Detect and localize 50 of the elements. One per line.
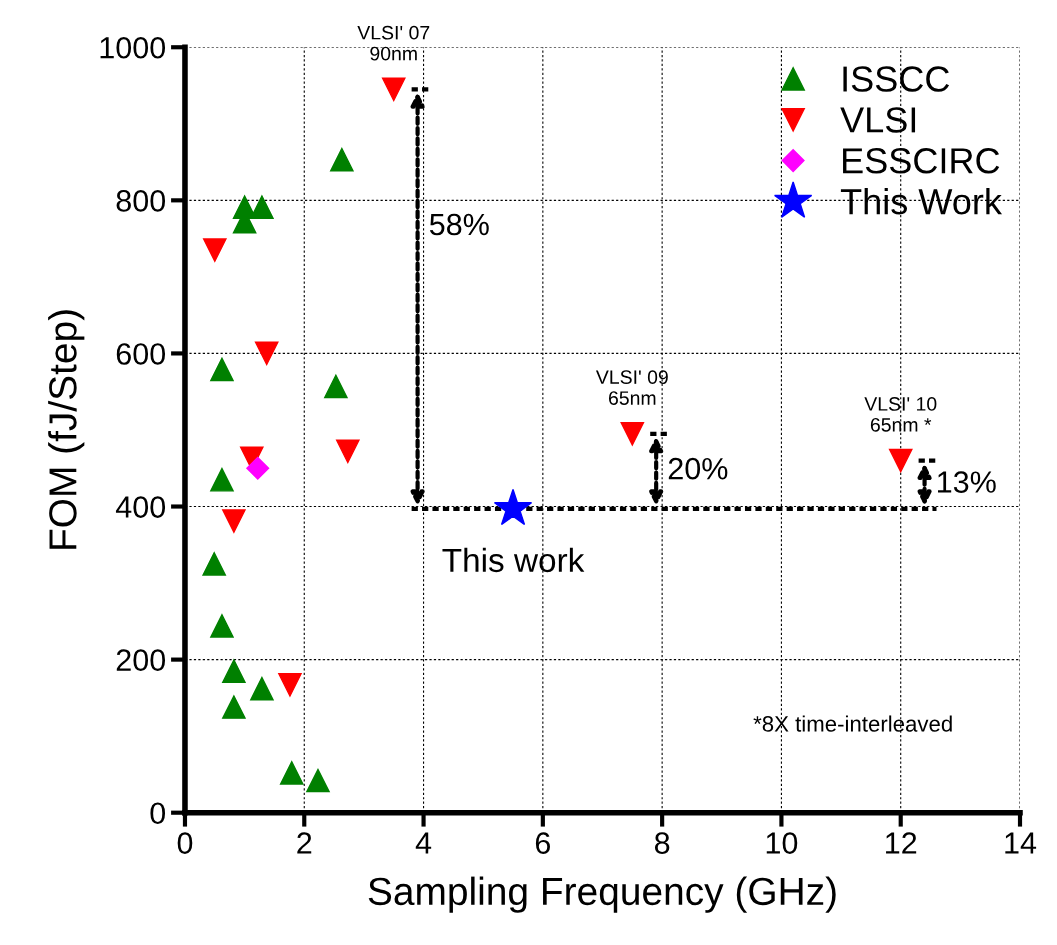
y-axis-title: FOM (fJ/Step) — [48, 310, 85, 549]
point — [202, 552, 227, 576]
legend-label: ISSCC — [843, 66, 950, 92]
point — [306, 768, 330, 793]
point — [335, 439, 360, 464]
point — [250, 195, 274, 220]
point — [202, 238, 227, 262]
point — [210, 357, 234, 382]
annotation: 20% — [668, 457, 728, 480]
y-tick-label: 600 — [116, 343, 166, 365]
x-tick-label: 6 — [535, 832, 550, 854]
point — [324, 374, 348, 399]
legend-label: VLSI — [840, 107, 916, 133]
annotation: VLSI' 07 90nm — [357, 25, 430, 61]
x-tick-label: 10 — [766, 832, 798, 854]
annotation: 58% — [429, 213, 489, 236]
x-tick-label: 12 — [886, 832, 917, 854]
y-tick-label: 400 — [115, 496, 166, 518]
annotation: 13% — [938, 471, 996, 493]
point — [246, 456, 270, 480]
annotation: *8X time-interleaved — [753, 715, 952, 732]
y-tick-label: 800 — [116, 190, 166, 212]
annotation: This work — [442, 547, 585, 573]
point — [620, 421, 645, 446]
x-tick-label: 4 — [415, 832, 432, 854]
point — [278, 673, 302, 697]
point — [210, 614, 234, 638]
point — [250, 676, 274, 701]
point — [254, 341, 279, 366]
point — [210, 467, 234, 492]
y-tick-label: 0 — [150, 802, 166, 825]
annotation: VLSI' 10 65nm * — [864, 397, 937, 432]
legend-label: This Work — [840, 187, 1003, 215]
y-tick-label: 200 — [116, 649, 166, 671]
point — [381, 77, 406, 102]
annotation: VLSI' 09 65nm — [595, 370, 668, 405]
y-tick-label: 1000 — [100, 36, 166, 59]
x-tick-label: 8 — [654, 832, 670, 854]
point — [330, 147, 354, 172]
x-tick-label: 14 — [1005, 832, 1037, 854]
legend-label: ESSCIRC — [843, 148, 1000, 174]
x-axis-title: Sampling Frequency (GHz) — [368, 876, 836, 913]
point — [222, 659, 246, 683]
point — [279, 761, 304, 785]
point — [222, 695, 246, 719]
x-tick-label: 2 — [297, 832, 312, 854]
point — [888, 448, 913, 473]
point — [222, 509, 246, 533]
point — [493, 488, 533, 526]
x-tick-label: 0 — [177, 832, 193, 854]
